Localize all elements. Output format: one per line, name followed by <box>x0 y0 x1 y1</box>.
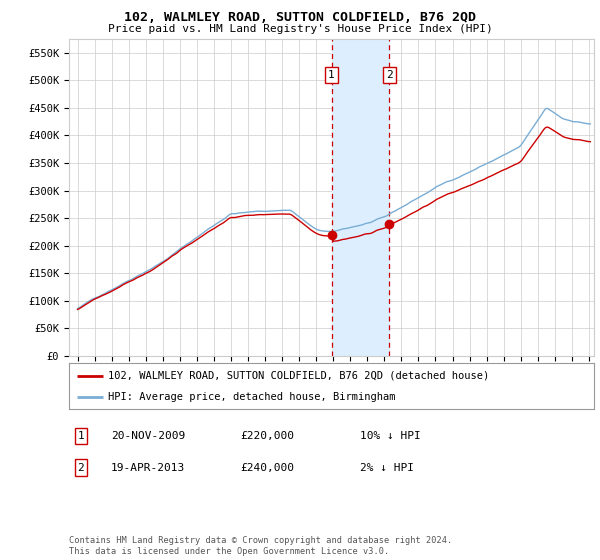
Text: £240,000: £240,000 <box>240 463 294 473</box>
Text: 1: 1 <box>328 70 335 80</box>
Text: 10% ↓ HPI: 10% ↓ HPI <box>360 431 421 441</box>
Text: Contains HM Land Registry data © Crown copyright and database right 2024.
This d: Contains HM Land Registry data © Crown c… <box>69 536 452 556</box>
Text: 2: 2 <box>77 463 85 473</box>
Text: HPI: Average price, detached house, Birmingham: HPI: Average price, detached house, Birm… <box>109 393 396 402</box>
Text: 20-NOV-2009: 20-NOV-2009 <box>111 431 185 441</box>
Text: 19-APR-2013: 19-APR-2013 <box>111 463 185 473</box>
Text: 102, WALMLEY ROAD, SUTTON COLDFIELD, B76 2QD: 102, WALMLEY ROAD, SUTTON COLDFIELD, B76… <box>124 11 476 24</box>
Text: Price paid vs. HM Land Registry's House Price Index (HPI): Price paid vs. HM Land Registry's House … <box>107 24 493 34</box>
Text: £220,000: £220,000 <box>240 431 294 441</box>
Text: 1: 1 <box>77 431 85 441</box>
Bar <box>331 39 389 356</box>
Text: 102, WALMLEY ROAD, SUTTON COLDFIELD, B76 2QD (detached house): 102, WALMLEY ROAD, SUTTON COLDFIELD, B76… <box>109 371 490 381</box>
Text: 2: 2 <box>386 70 393 80</box>
Text: 2% ↓ HPI: 2% ↓ HPI <box>360 463 414 473</box>
